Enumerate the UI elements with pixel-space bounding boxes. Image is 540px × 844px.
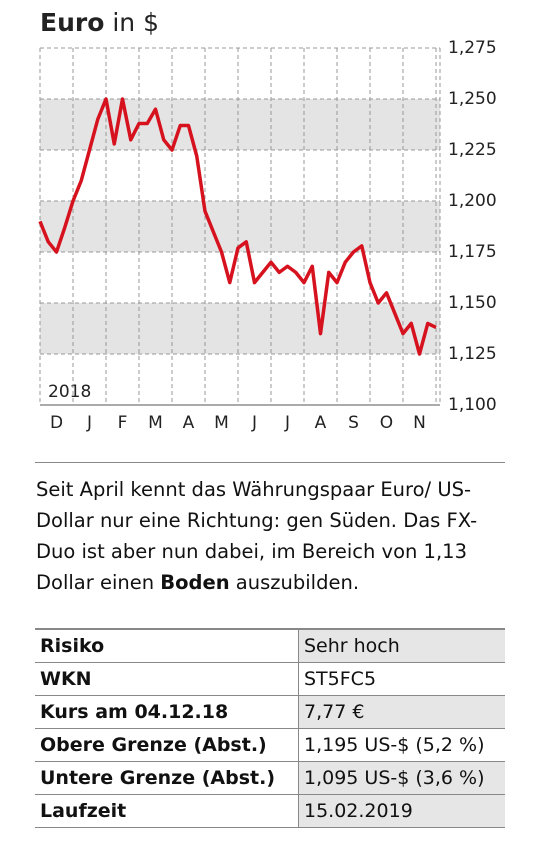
row: Obere Grenze (Abst.) 1,195 US-$ (5,2 %): [35, 728, 505, 762]
value: Sehr hoch: [298, 628, 505, 663]
value: 1,195 US-$ (5,2 %): [298, 728, 505, 762]
y-tick-label: 1,275: [448, 38, 497, 58]
key: Kurs am 04.12.18: [35, 695, 299, 729]
title-unit: in $: [112, 8, 159, 37]
grid-band: [40, 201, 440, 252]
title-main: Euro: [40, 8, 104, 37]
y-tick-label: 1,125: [448, 344, 497, 364]
value: 15.02.2019: [298, 794, 505, 828]
value: ST5FC5: [298, 662, 505, 696]
chart-title: Euro in $: [40, 8, 159, 37]
y-tick-label: 1,150: [448, 293, 497, 313]
row: Untere Grenze (Abst.) 1,095 US-$ (3,6 %): [35, 761, 505, 795]
x-tick-label: J: [251, 413, 257, 433]
x-tick-label: J: [86, 413, 92, 433]
x-tick-label: N: [413, 413, 426, 433]
key: Laufzeit: [35, 794, 299, 828]
row: Kurs am 04.12.18 7,77 €: [35, 695, 505, 729]
row: Risiko Sehr hoch: [35, 628, 505, 663]
x-tick-label: S: [348, 413, 359, 433]
chart: Euro in $ 2018 1,100 1,125 1,150 1,175 1,200…: [38, 8, 497, 433]
x-tick-label: J: [284, 413, 290, 433]
x-tick-label: A: [183, 413, 195, 433]
text: auszubilden.: [229, 571, 360, 594]
key: Obere Grenze (Abst.): [35, 728, 299, 762]
y-tick-label: 1,225: [448, 140, 497, 160]
year-annotation: 2018: [48, 382, 91, 402]
x-tick-label: D: [50, 413, 63, 433]
row: WKN ST5FC5: [35, 662, 505, 696]
grid-band: [40, 303, 440, 354]
x-tick-label: A: [315, 413, 327, 433]
x-tick-label: M: [214, 413, 229, 433]
key: Risiko: [35, 628, 299, 663]
x-tick-label: F: [118, 413, 128, 433]
x-tick-label: M: [148, 413, 163, 433]
value: 7,77 €: [298, 695, 505, 729]
separator: [35, 462, 505, 463]
key: WKN: [35, 662, 299, 696]
description: Seit April kennt das Währungspaar Euro/ …: [36, 474, 516, 598]
price-line: [38, 97, 437, 356]
grid-band: [40, 99, 440, 150]
y-tick-label: 1,250: [448, 89, 497, 109]
y-tick-label: 1,175: [448, 242, 497, 262]
info-table: Risiko Sehr hoch WKN ST5FC5 Kurs am 04.12.…: [35, 628, 505, 828]
x-tick-label: O: [380, 413, 393, 433]
y-tick-label: 1,100: [448, 395, 497, 415]
bold-text: Boden: [160, 571, 230, 594]
row: Laufzeit 15.02.2019: [35, 794, 505, 828]
key: Untere Grenze (Abst.): [35, 761, 299, 795]
value: 1,095 US-$ (3,6 %): [298, 761, 505, 795]
y-tick-label: 1,200: [448, 191, 497, 211]
text: Seit April kennt das Währungspaar Euro/ …: [36, 478, 478, 594]
